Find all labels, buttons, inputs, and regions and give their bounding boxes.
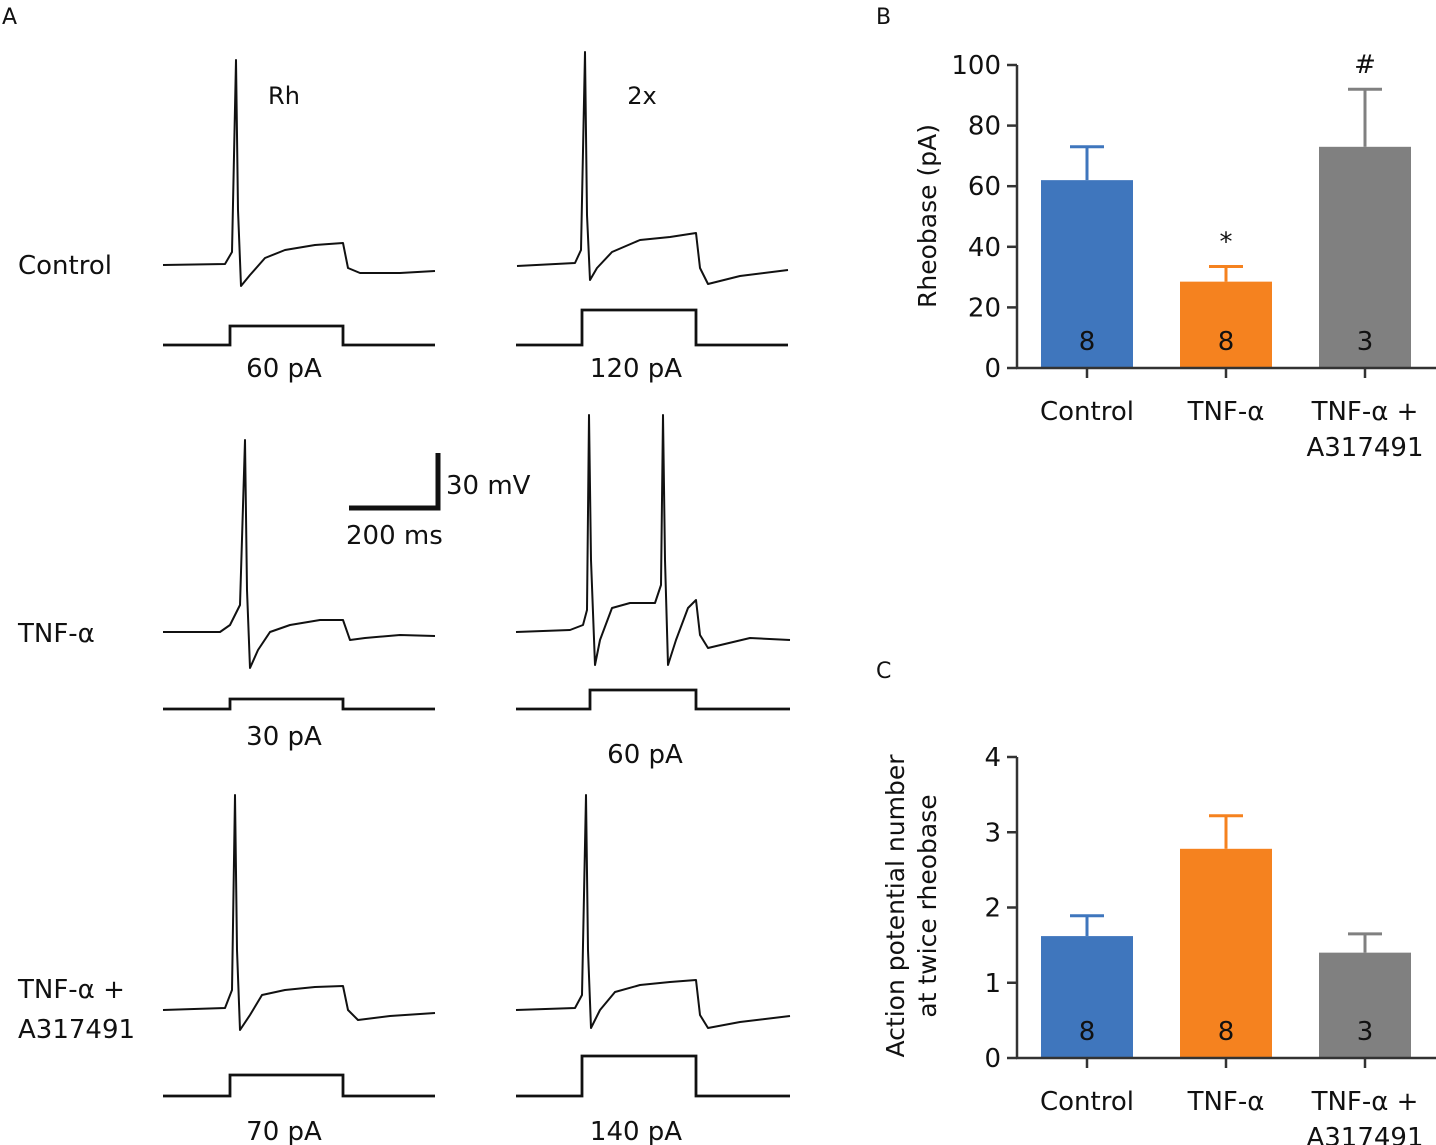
- panel-a-letter: A: [2, 5, 17, 30]
- current-label-tnf-2x: 60 pA: [607, 740, 683, 770]
- n-label-b-1: 8: [1218, 327, 1235, 357]
- category-label-c-1-0: TNF-α: [1187, 1087, 1265, 1117]
- bar-c-0: [1041, 936, 1133, 1058]
- voltage-trace-tnf-a317491-rh: [162, 794, 436, 1031]
- current-step-control-2x: [516, 308, 788, 347]
- category-label-c-2-1: A317491: [1306, 1123, 1423, 1145]
- panel-b-letter: B: [876, 5, 891, 30]
- significance-marker-b-2: #: [1354, 50, 1376, 80]
- category-label-b-1-0: TNF-α: [1187, 397, 1265, 427]
- bar-b-0: [1041, 180, 1133, 368]
- rheobase-bar-chart: 8 Control 8 * TNF-α 3 # TNF-α + A317491 0 20 40 60 80…: [913, 50, 1436, 463]
- bar-b-1: [1180, 281, 1272, 368]
- bar-c-2: [1319, 952, 1411, 1058]
- column-header-rh: Rh: [268, 82, 300, 110]
- y-tick-label-c-1: 1: [984, 969, 1001, 999]
- current-label-control-rh: 60 pA: [246, 354, 322, 384]
- category-label-c-2-0: TNF-α +: [1311, 1087, 1419, 1117]
- row-label-tnf-a317491-line2: A317491: [18, 1015, 135, 1045]
- current-step-tnf-a317491-rh: [163, 1073, 435, 1098]
- bar-b-2: [1319, 146, 1411, 368]
- y-tick-label-c-4: 4: [984, 743, 1001, 773]
- n-label-c-1: 8: [1218, 1017, 1235, 1047]
- y-tick-label-b-2: 40: [968, 233, 1001, 263]
- y-axis-label-b-0: Rheobase (pA): [913, 124, 942, 308]
- panel-c-letter: C: [876, 659, 891, 684]
- action-potential-bar-chart: 8 Control 8 TNF-α 3 TNF-α + A317491 0 1 2 3 4 Action…: [881, 743, 1436, 1145]
- category-label-b-2-0: TNF-α +: [1311, 397, 1419, 427]
- current-label-tnf-a317491-2x: 140 pA: [590, 1117, 682, 1145]
- y-tick-label-b-0: 0: [984, 354, 1001, 384]
- current-label-control-2x: 120 pA: [590, 354, 682, 384]
- current-label-tnf-rh: 30 pA: [246, 722, 322, 752]
- current-step-control-rh: [163, 324, 435, 347]
- y-tick-label-b-1: 20: [968, 293, 1001, 323]
- n-label-b-0: 8: [1079, 327, 1096, 357]
- column-header-2x: 2x: [627, 82, 656, 110]
- significance-marker-b-1: *: [1220, 227, 1233, 257]
- n-label-c-0: 8: [1079, 1017, 1096, 1047]
- category-label-c-0-0: Control: [1040, 1087, 1134, 1117]
- voltage-trace-control-rh: [162, 59, 436, 287]
- voltage-trace-tnf-2x: [515, 414, 791, 666]
- current-step-tnf-2x: [516, 688, 790, 711]
- y-tick-label-c-0: 0: [984, 1044, 1001, 1074]
- voltage-trace-control-2x: [516, 51, 789, 285]
- voltage-trace-tnf-rh: [163, 439, 436, 669]
- y-axis-label-c-1: at twice rheobase: [913, 794, 942, 1017]
- category-label-b-2-1: A317491: [1306, 433, 1423, 463]
- y-tick-label-c-2: 2: [984, 894, 1001, 924]
- row-label-control: Control: [18, 251, 112, 281]
- y-axis-label-c-0: Action potential number: [881, 754, 910, 1058]
- y-tick-label-c-3: 3: [984, 818, 1001, 848]
- n-label-b-2: 3: [1357, 327, 1374, 357]
- n-label-c-2: 3: [1357, 1017, 1374, 1047]
- scale-bar-voltage-label: 30 mV: [446, 471, 531, 501]
- voltage-trace-tnf-a317491-2x: [515, 794, 791, 1029]
- current-step-tnf-rh: [163, 697, 435, 711]
- scale-bar-time-label: 200 ms: [346, 521, 443, 551]
- current-label-tnf-a317491-rh: 70 pA: [246, 1117, 322, 1145]
- current-step-tnf-a317491-2x: [516, 1054, 790, 1098]
- y-tick-label-b-4: 80: [968, 112, 1001, 142]
- category-label-b-0-0: Control: [1040, 397, 1134, 427]
- row-label-tnf-a317491-line1: TNF-α +: [17, 975, 125, 1005]
- y-tick-label-b-5: 100: [951, 51, 1001, 81]
- y-tick-label-b-3: 60: [968, 172, 1001, 202]
- scale-bar: [349, 453, 441, 511]
- bar-c-1: [1180, 848, 1272, 1058]
- row-label-tnf: TNF-α: [17, 619, 95, 649]
